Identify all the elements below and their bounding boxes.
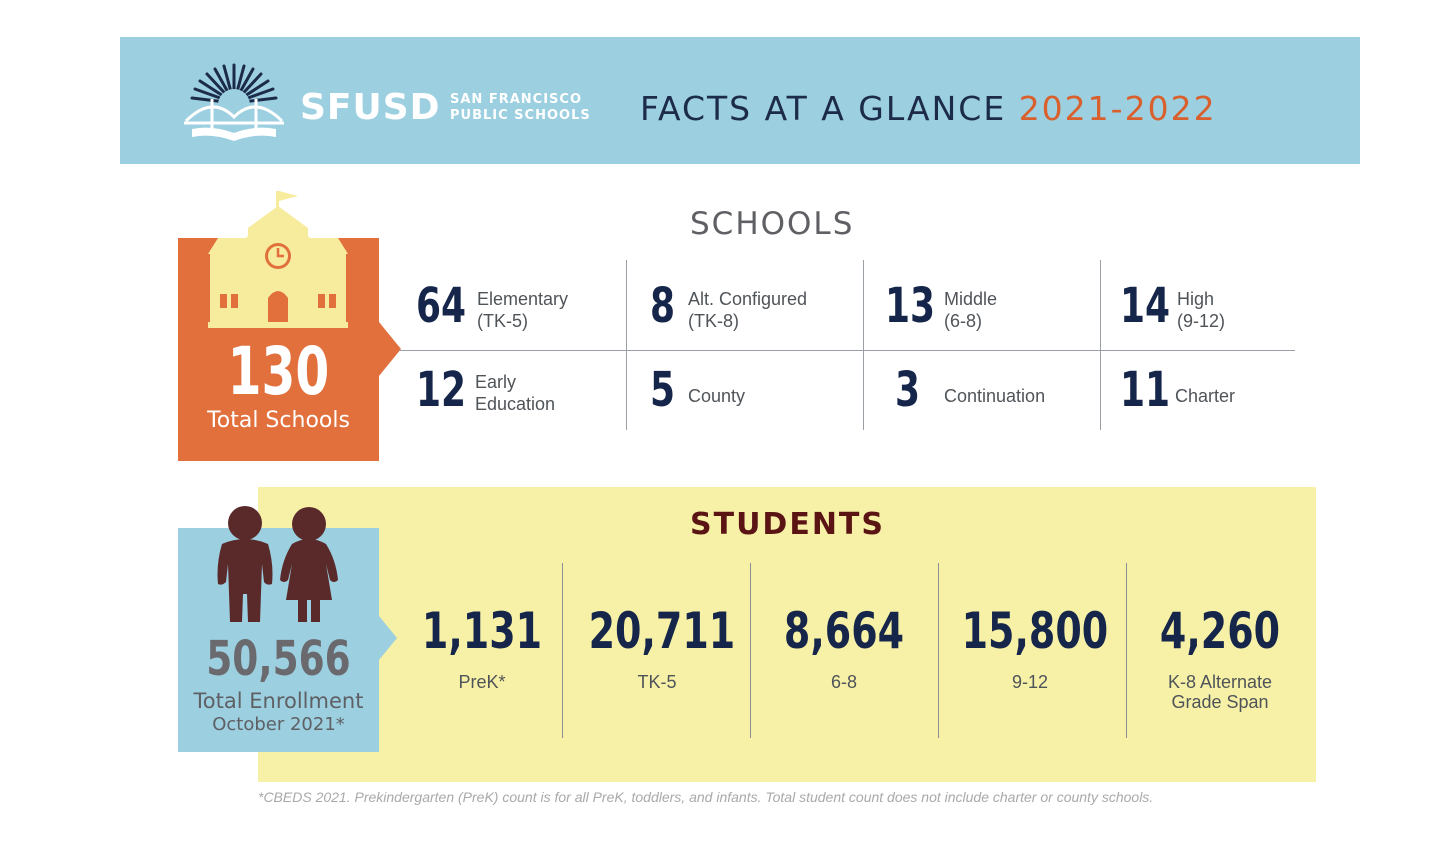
students-pointer [379, 616, 397, 660]
student-stat-label: PreK* [458, 672, 506, 692]
total-schools-value: 130 [227, 333, 330, 410]
schools-divider [626, 260, 627, 430]
school-stat-label: Alt. Configured [688, 289, 808, 309]
schools-heading: SCHOOLS [690, 206, 855, 242]
schoolhouse-icon [208, 191, 348, 328]
student-stat-k8-alternate: 4,260 K-8 Alternate Grade Span [1130, 600, 1310, 712]
school-stat-label: High [1177, 289, 1215, 309]
student-stat-tk5: 20,711 TK-5 [567, 600, 747, 692]
student-stat-value: 20,711 [588, 602, 736, 660]
school-stat-label: Continuation [944, 386, 1046, 406]
school-stat-value: 8 [650, 278, 676, 334]
schools-row-divider [399, 350, 1295, 351]
students-heading: STUDENTS [690, 507, 886, 542]
footnote: *CBEDS 2021. Prekindergarten (PreK) coun… [258, 789, 1154, 805]
student-stat-value: 8,664 [783, 602, 905, 660]
schools-divider [1100, 260, 1101, 430]
student-stat-value: 15,800 [961, 602, 1109, 660]
school-stat-value: 5 [650, 362, 676, 418]
school-stat-early-education: 12 Early Education [416, 360, 616, 430]
school-stat-value: 12 [416, 362, 467, 418]
schools-pointer [379, 322, 401, 376]
student-stat-value: 4,260 [1159, 602, 1281, 660]
school-stat-charter: 11 Charter [1120, 360, 1290, 430]
total-schools-label: Total Schools [207, 408, 350, 433]
school-stat-label: Middle [944, 289, 998, 309]
brand-subtitle: SAN FRANCISCO PUBLIC SCHOOLS [450, 92, 591, 124]
school-stat-label: Elementary [477, 289, 569, 309]
total-enrollment-card: 50,566 Total Enrollment October 2021* [178, 506, 379, 752]
total-enrollment-value: 50,566 [206, 631, 351, 687]
page-title: FACTS AT A GLANCE 2021-2022 [640, 89, 1217, 128]
school-stat-alt-configured: 8 Alt. Configured (TK-8) [650, 276, 850, 346]
school-stat-value: 14 [1120, 278, 1171, 334]
school-stat-value: 3 [895, 362, 921, 418]
students-divider [1126, 563, 1127, 738]
students-divider [750, 563, 751, 738]
school-stat-county: 5 County [650, 360, 850, 430]
brand-subtitle-line2: PUBLIC SCHOOLS [450, 108, 591, 123]
student-stat-value: 1,131 [421, 602, 543, 660]
title-year: 2021-2022 [1018, 89, 1217, 128]
sfusd-logo-icon [184, 63, 284, 141]
school-stat-sublabel: (TK-5) [477, 311, 528, 331]
student-stat-label: K-8 Alternate [1167, 672, 1273, 692]
school-stat-label: Early [475, 372, 517, 392]
student-stat-sublabel: Grade Span [1171, 692, 1269, 712]
school-stat-value: 13 [885, 278, 936, 334]
school-stat-value: 11 [1120, 362, 1171, 418]
students-divider [562, 563, 563, 738]
students-panel [258, 487, 1316, 782]
brand-subtitle-line1: SAN FRANCISCO [450, 92, 582, 107]
schools-divider [863, 260, 864, 430]
student-stat-label: TK-5 [637, 672, 677, 692]
school-stat-sublabel: (6-8) [944, 311, 983, 331]
header-banner: SFUSD SAN FRANCISCO PUBLIC SCHOOLS FACTS… [120, 37, 1360, 164]
student-stat-9-12: 15,800 9-12 [940, 600, 1120, 692]
students-divider [938, 563, 939, 738]
total-enrollment-date: October 2021* [212, 714, 345, 735]
students-icon [217, 506, 338, 622]
school-stat-high: 14 High (9-12) [1120, 276, 1290, 346]
title-text: FACTS AT A GLANCE [640, 89, 1007, 128]
total-enrollment-label: Total Enrollment [193, 689, 364, 713]
student-stat-label: 6-8 [830, 672, 857, 692]
school-stat-label: County [688, 386, 746, 406]
school-stat-value: 64 [416, 278, 467, 334]
school-stat-sublabel: (TK-8) [688, 311, 739, 331]
brand-name: SFUSD [300, 87, 441, 128]
school-stat-elementary: 64 Elementary (TK-5) [416, 276, 616, 346]
school-stat-sublabel: Education [475, 394, 556, 414]
school-stat-label: Charter [1175, 386, 1236, 406]
student-stat-label: 9-12 [1011, 672, 1049, 692]
total-schools-card: 130 Total Schools [178, 191, 379, 461]
student-stat-prek: 1,131 PreK* [392, 600, 572, 692]
school-stat-continuation: 3 Continuation [895, 360, 1095, 430]
school-stat-middle: 13 Middle (6-8) [885, 276, 1085, 346]
school-stat-sublabel: (9-12) [1177, 311, 1226, 331]
student-stat-6-8: 8,664 6-8 [754, 600, 934, 692]
